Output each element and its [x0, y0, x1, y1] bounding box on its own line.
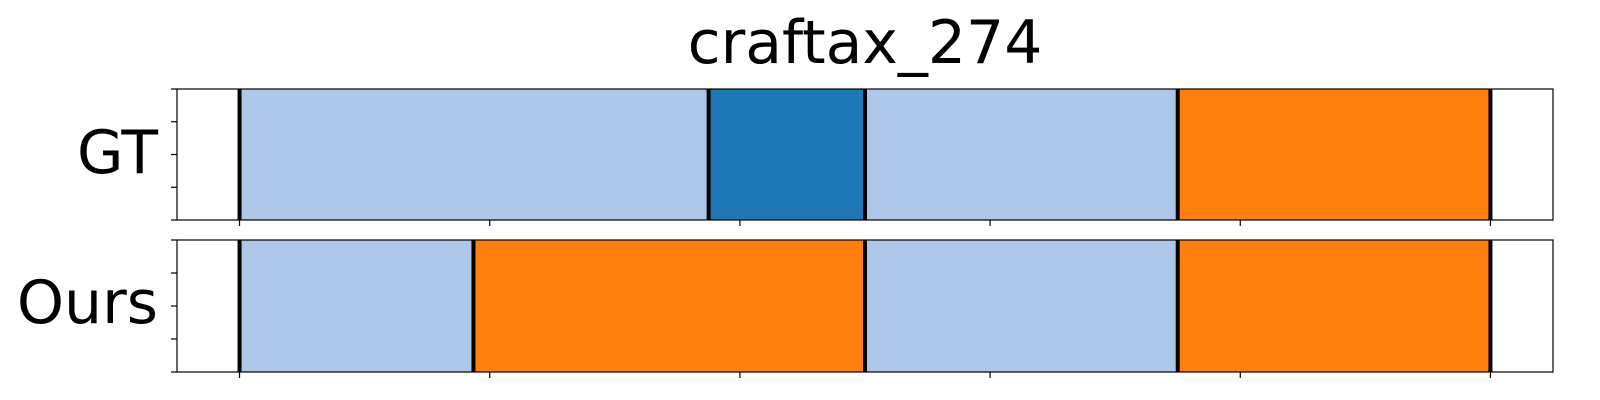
segment-gt-0 [240, 89, 709, 220]
segment-ours-3 [1178, 240, 1491, 372]
segment-gt-2 [865, 89, 1178, 220]
row-label-gt: GT [77, 118, 158, 188]
segment-ours-2 [865, 240, 1178, 372]
segment-gt-3 [1178, 89, 1491, 220]
chart-title: craftax_274 [688, 8, 1043, 78]
segment-ours-1 [473, 240, 865, 372]
chart-rows: GT Ours [17, 89, 1553, 378]
segment-gt-1 [709, 89, 865, 220]
row-label-ours: Ours [17, 268, 158, 338]
segment-ours-0 [240, 240, 474, 372]
